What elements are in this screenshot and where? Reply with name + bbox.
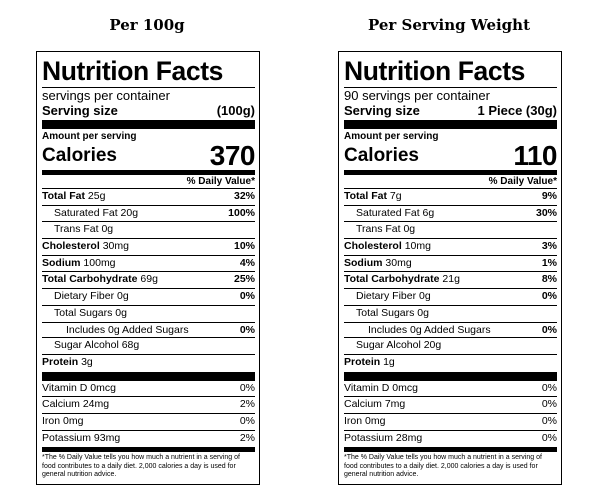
divider-medium <box>344 447 557 453</box>
serving-size-value: (100g) <box>216 103 255 118</box>
calories-value: 110 <box>513 140 557 171</box>
serving-size-row: Serving size 1 Piece (30g) <box>344 103 557 118</box>
label-title: Nutrition Facts <box>42 56 223 86</box>
amount-per-serving: Amount per serving <box>344 131 439 142</box>
vitamin-row: Vitamin D 0mcg 0% <box>344 381 557 394</box>
vitamin-row: Potassium 28mg 0% <box>344 429 557 447</box>
daily-value-header: % Daily Value* <box>186 176 255 187</box>
calories-row: Calories 110 <box>344 140 557 171</box>
footnote: *The % Daily Value tells you how much a … <box>344 454 542 479</box>
nutrient-row: Total Carbohydrate 21g 8% <box>344 271 557 288</box>
nutrient-row: Trans Fat 0g <box>42 221 255 238</box>
nutrient-row: Saturated Fat 6g 30% <box>344 204 557 222</box>
divider-thick <box>344 120 557 129</box>
vitamin-row: Calcium 24mg 2% <box>42 396 255 413</box>
nutrient-row: Dietary Fiber 0g 0% <box>42 288 255 305</box>
nutrient-row: Dietary Fiber 0g 0% <box>344 288 557 305</box>
nutrition-label-per-serving: Nutrition Facts 90 servings per containe… <box>338 51 562 485</box>
nutrient-row: Cholesterol 10mg 3% <box>344 238 557 255</box>
calories-label: Calories <box>344 145 419 166</box>
servings-per-container: servings per container <box>42 88 170 103</box>
vitamins-section: Vitamin D 0mcg 0% Calcium 24mg 2% Iron 0mg… <box>42 381 255 447</box>
nutrient-row: Total Fat 7g 9% <box>344 188 557 205</box>
vitamin-row: Calcium 7mg 0% <box>344 396 557 413</box>
nutrient-row: Total Fat 25g 32% <box>42 188 255 205</box>
divider-thick <box>344 371 557 381</box>
servings-per-container: 90 servings per container <box>344 88 490 103</box>
nutrient-row: Sodium 30mg 1% <box>344 254 557 272</box>
divider-thick <box>42 120 255 129</box>
heading-per-100g: Per 100g <box>109 16 185 34</box>
vitamin-row: Iron 0mg 0% <box>42 412 255 430</box>
divider-medium <box>42 447 255 453</box>
daily-value-header: % Daily Value* <box>488 176 557 187</box>
divider-medium <box>344 170 557 175</box>
footnote: *The % Daily Value tells you how much a … <box>42 454 240 479</box>
nutrient-row: Trans Fat 0g <box>344 221 557 238</box>
vitamin-row: Potassium 93mg 2% <box>42 429 255 447</box>
calories-value: 370 <box>209 140 256 171</box>
calories-row: Calories 370 <box>42 140 256 171</box>
nutrition-label-per-100g: Nutrition Facts servings per container S… <box>36 51 260 485</box>
heading-per-serving: Per Serving Weight <box>367 16 531 34</box>
vitamin-row: Iron 0mg 0% <box>344 412 557 430</box>
nutrient-row: Saturated Fat 20g 100% <box>42 204 255 222</box>
nutrient-row: Sugar Alcohol 68g <box>42 337 255 354</box>
nutrient-row: Total Sugars 0g <box>42 304 255 322</box>
label-title: Nutrition Facts <box>344 56 525 86</box>
nutrient-row: Sodium 100mg 4% <box>42 254 255 272</box>
divider-medium <box>42 170 255 175</box>
serving-size-label: Serving size <box>344 103 420 118</box>
nutrient-row: Includes 0g Added Sugars 0% <box>344 321 557 338</box>
vitamins-section: Vitamin D 0mcg 0% Calcium 7mg 0% Iron 0mg 0… <box>344 381 557 447</box>
vitamin-row: Vitamin D 0mcg 0% <box>42 381 255 394</box>
nutrient-row: Protein 1g <box>344 353 557 371</box>
nutrient-row: Includes 0g Added Sugars 0% <box>42 321 255 338</box>
nutrient-row: Total Carbohydrate 69g 25% <box>42 271 255 288</box>
divider-thick <box>42 371 255 381</box>
calories-label: Calories <box>42 145 117 166</box>
nutrient-row: Protein 3g <box>42 353 255 371</box>
serving-size-label: Serving size <box>42 103 118 118</box>
serving-size-row: Serving size (100g) <box>42 103 255 118</box>
nutrient-row: Sugar Alcohol 20g <box>344 337 557 354</box>
amount-per-serving: Amount per serving <box>42 131 137 142</box>
nutrient-row: Cholesterol 30mg 10% <box>42 238 255 255</box>
nutrient-row: Total Sugars 0g <box>344 304 557 322</box>
serving-size-value: 1 Piece (30g) <box>477 103 558 118</box>
